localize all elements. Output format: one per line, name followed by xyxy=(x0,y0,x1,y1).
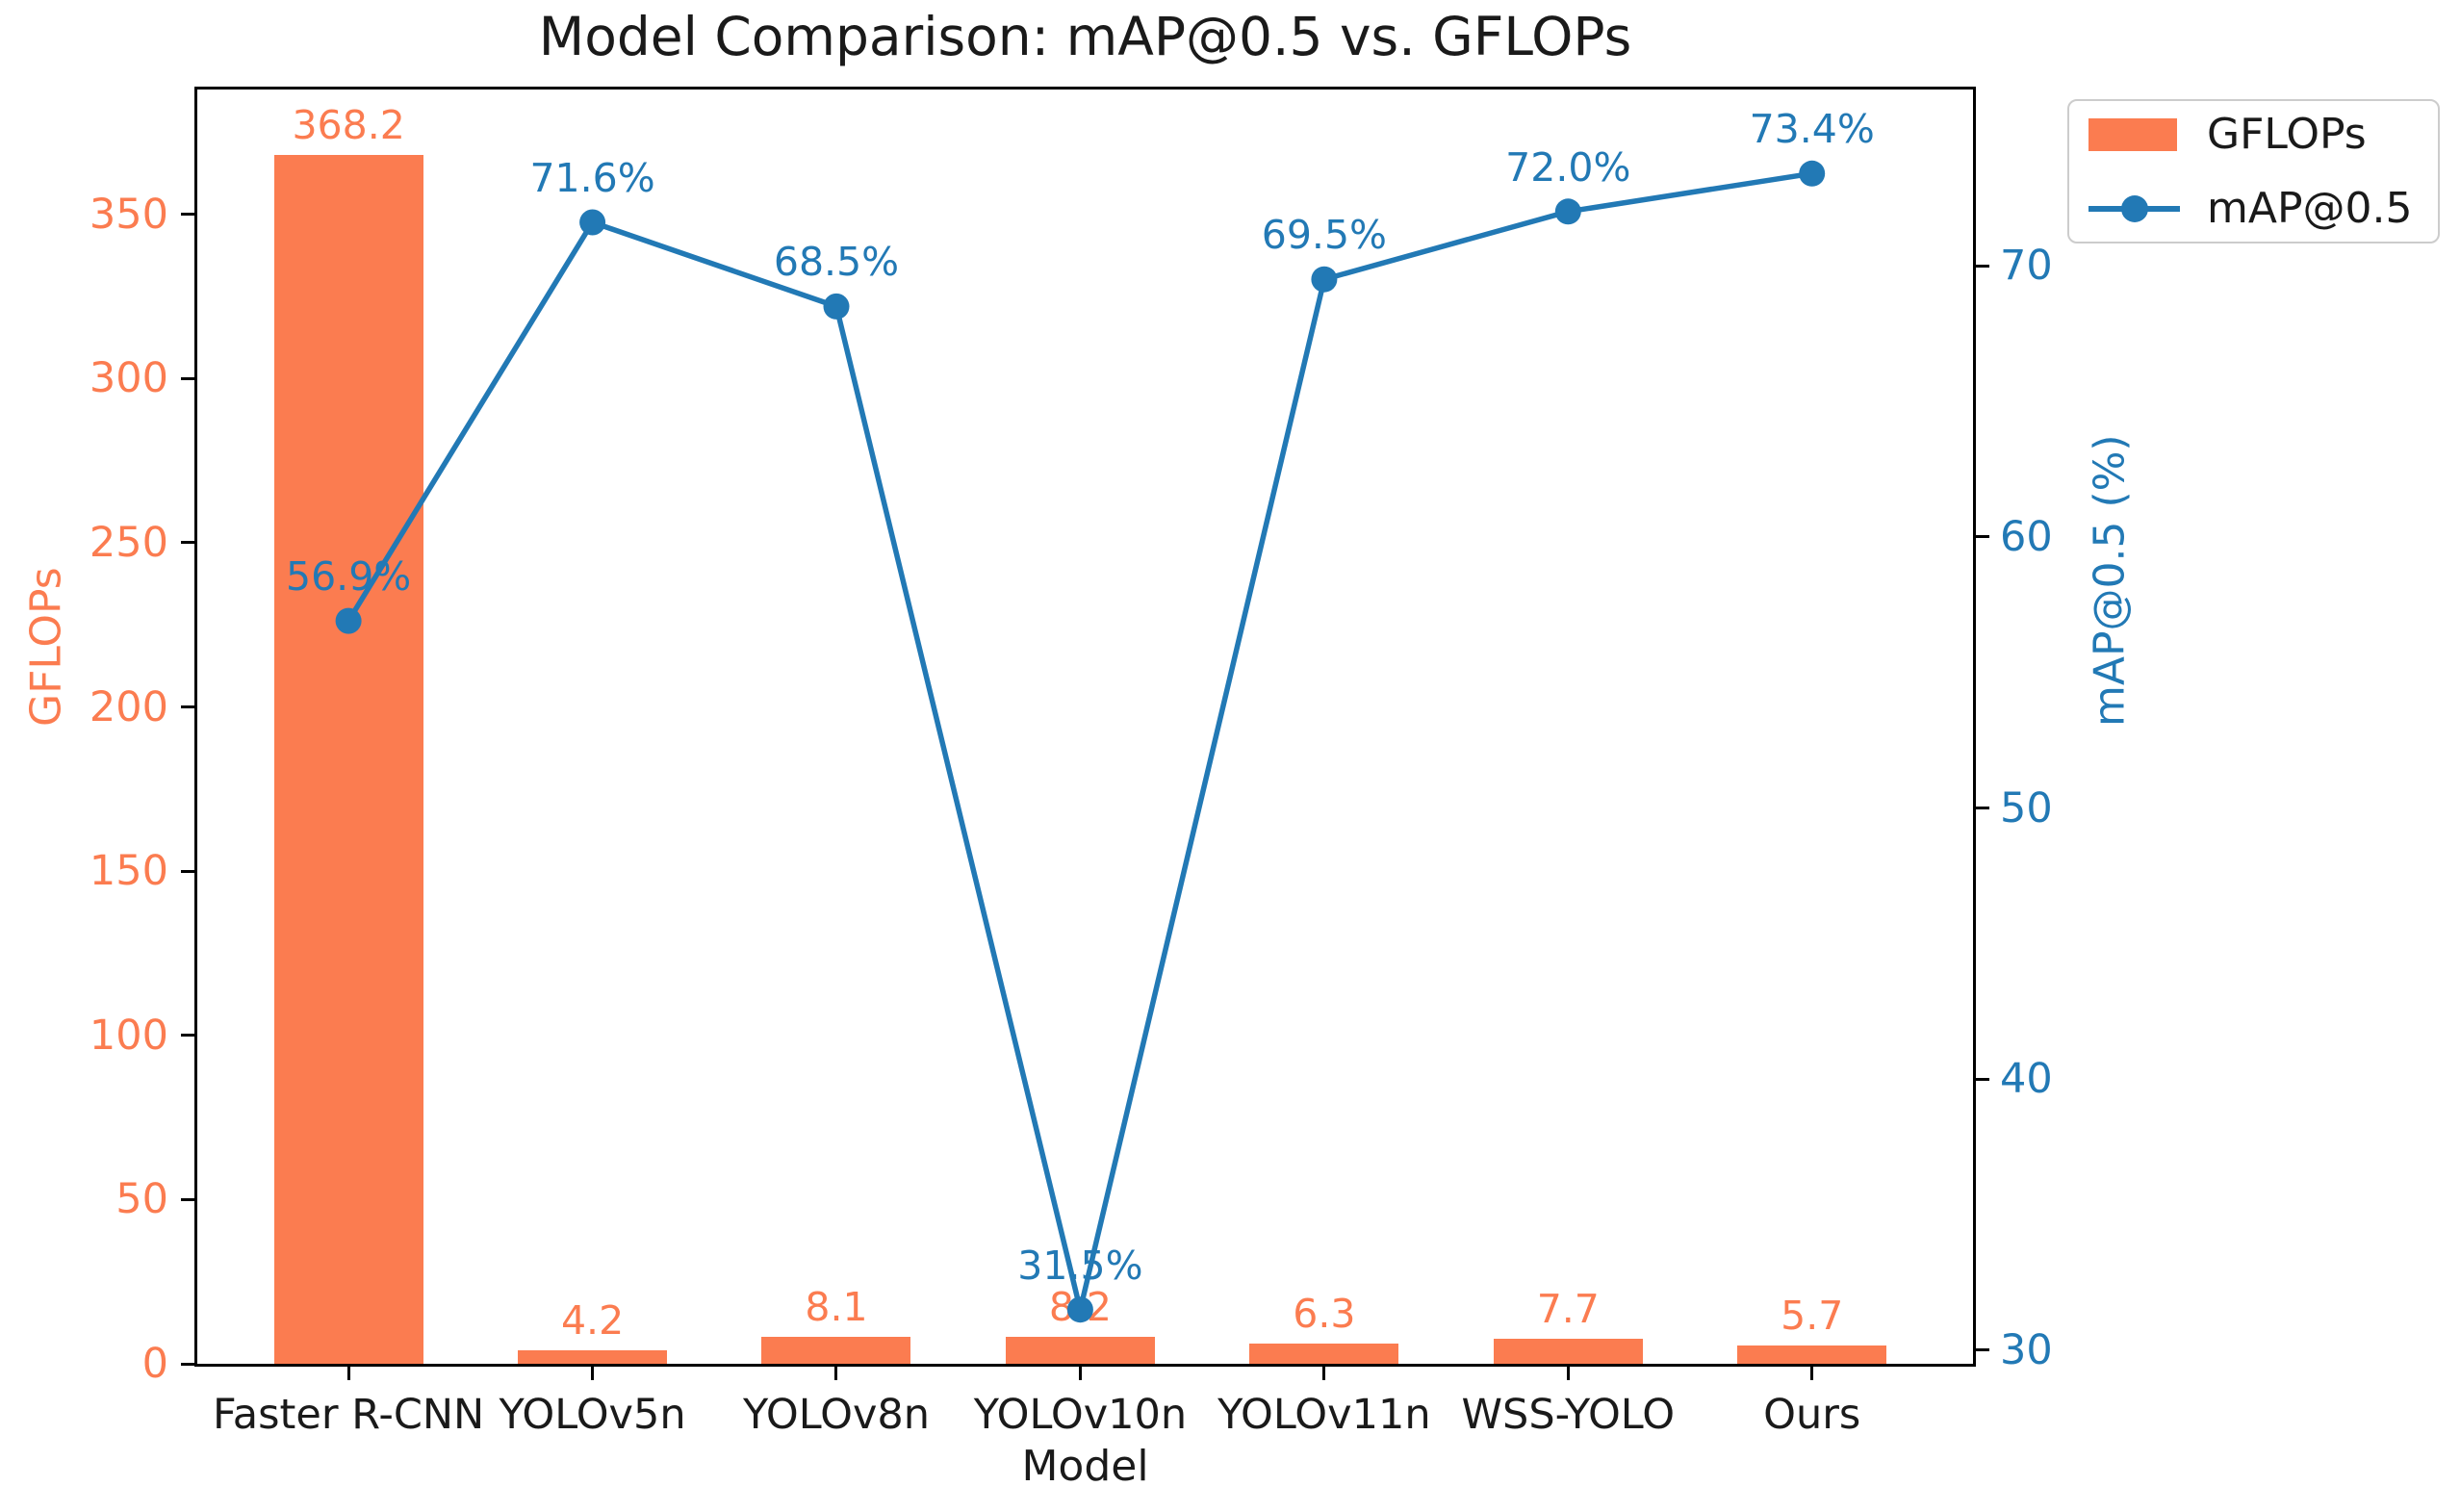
left-axis-tick xyxy=(181,1362,197,1366)
legend: GFLOPs mAP@0.5 xyxy=(2067,99,2440,243)
right-axis-tick-label: 70 xyxy=(2000,242,2053,291)
x-axis-tick-label: YOLOv11n xyxy=(1217,1391,1431,1439)
right-axis-tick xyxy=(1973,1348,1989,1352)
map-point-value-label: 73.4% xyxy=(1749,106,1875,153)
left-axis-tick-label: 0 xyxy=(141,1340,168,1388)
map-point-marker xyxy=(579,209,606,236)
map-point-marker xyxy=(335,607,362,634)
gflops-bar xyxy=(761,1337,911,1364)
left-axis-tick-label: 50 xyxy=(115,1175,168,1224)
gflops-bar-value-label: 368.2 xyxy=(292,101,405,148)
right-axis-tick-label: 30 xyxy=(2000,1325,2053,1374)
right-axis-tick xyxy=(1973,535,1989,539)
x-axis-tick xyxy=(1566,1364,1570,1380)
gflops-bar xyxy=(273,154,423,1364)
map-line xyxy=(346,170,1813,1311)
x-axis-tick xyxy=(1078,1364,1082,1380)
x-axis-tick-label: Ours xyxy=(1763,1391,1861,1439)
x-axis-tick xyxy=(591,1364,595,1380)
gflops-bar xyxy=(1493,1338,1643,1364)
legend-row-gflops: GFLOPs xyxy=(2088,110,2438,159)
left-axis-tick-label: 250 xyxy=(89,518,168,567)
x-axis-tick-label: WSS-YOLO xyxy=(1461,1391,1676,1439)
legend-bar-sample xyxy=(2088,117,2180,152)
x-axis-tick xyxy=(1322,1364,1326,1380)
gflops-swatch-icon xyxy=(2088,117,2177,151)
x-axis-tick-label: YOLOv8n xyxy=(742,1391,931,1439)
left-axis-tick xyxy=(181,1034,197,1038)
map-point-value-label: 72.0% xyxy=(1505,143,1631,191)
left-axis-tick-label: 300 xyxy=(89,354,168,403)
gflops-bar-value-label: 6.3 xyxy=(1293,1290,1356,1337)
legend-label-gflops: GFLOPs xyxy=(2207,110,2367,159)
x-axis-tick xyxy=(346,1364,350,1380)
x-axis-tick-label: YOLOv5n xyxy=(499,1391,686,1439)
gflops-bar-value-label: 5.7 xyxy=(1781,1292,1844,1339)
right-axis-tick-label: 60 xyxy=(2000,512,2053,561)
left-axis-tick-label: 200 xyxy=(89,682,168,731)
gflops-bar xyxy=(518,1349,668,1364)
gflops-bar-value-label: 7.7 xyxy=(1536,1285,1600,1332)
x-axis-tick xyxy=(834,1364,838,1380)
map-point-marker xyxy=(1066,1296,1093,1323)
plot-area-border xyxy=(194,87,1976,1367)
x-axis-tick-label: YOLOv10n xyxy=(973,1391,1188,1439)
map-point-marker xyxy=(1311,266,1338,293)
left-axis-tick xyxy=(181,541,197,545)
left-axis-tick-label: 350 xyxy=(89,190,168,239)
gflops-bar xyxy=(1737,1345,1887,1364)
left-axis-tick xyxy=(181,1197,197,1201)
right-axis-tick-label: 40 xyxy=(2000,1055,2053,1104)
right-axis-tick xyxy=(1973,1077,1989,1081)
map-point-value-label: 68.5% xyxy=(773,239,900,286)
x-axis-tick xyxy=(1810,1364,1814,1380)
gflops-bar-value-label: 8.1 xyxy=(805,1284,868,1331)
legend-line-sample xyxy=(2088,192,2180,226)
line-marker-icon xyxy=(2121,194,2148,222)
right-axis-tick xyxy=(1973,264,1989,268)
left-axis-tick xyxy=(181,705,197,709)
left-axis-tick-label: 150 xyxy=(89,847,168,896)
right-axis-tick xyxy=(1973,807,1989,809)
map-point-value-label: 31.5% xyxy=(1017,1242,1143,1289)
left-axis-tick xyxy=(181,869,197,873)
right-axis-tick-label: 50 xyxy=(2000,783,2053,833)
map-point-marker xyxy=(823,293,850,320)
left-axis-tick-label: 100 xyxy=(89,1011,168,1060)
map-point-marker xyxy=(1799,160,1826,187)
left-axis-tick xyxy=(181,213,197,217)
map-point-value-label: 71.6% xyxy=(529,155,655,202)
map-point-marker xyxy=(1554,198,1581,225)
chart-title: Model Comparison: mAP@0.5 vs. GFLOPs xyxy=(538,6,1632,67)
x-axis-title: Model xyxy=(1021,1442,1149,1491)
map-point-value-label: 56.9% xyxy=(286,553,412,601)
map-line-plot xyxy=(335,160,1826,1323)
gflops-bar-value-label: 4.2 xyxy=(560,1296,625,1344)
legend-row-map: mAP@0.5 xyxy=(2088,184,2438,233)
map-point-value-label: 69.5% xyxy=(1261,212,1387,259)
gflops-bar xyxy=(1249,1343,1399,1364)
legend-label-map: mAP@0.5 xyxy=(2207,184,2413,233)
x-axis-tick-label: Faster R-CNN xyxy=(213,1391,485,1439)
gflops-bar xyxy=(1005,1337,1155,1364)
left-axis-tick xyxy=(181,376,197,380)
